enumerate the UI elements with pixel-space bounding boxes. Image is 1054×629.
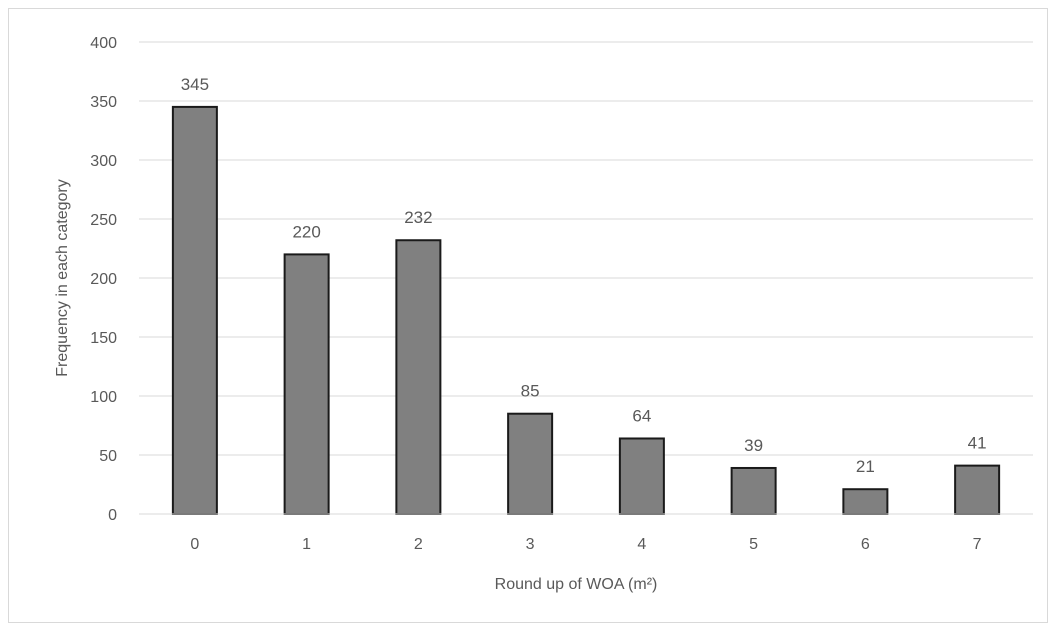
bars — [171, 105, 1001, 516]
x-tick-label: 1 — [302, 536, 311, 553]
bar-7 — [954, 464, 1001, 515]
data-labels: 345 220 232 85 64 39 21 41 — [181, 75, 987, 476]
data-label-5: 39 — [744, 436, 763, 455]
bar-1 — [283, 253, 330, 515]
y-tick-label: 250 — [90, 212, 117, 229]
bar-4 — [618, 437, 665, 516]
y-tick-label: 150 — [90, 330, 117, 347]
x-axis-title: Round up of WOA (m²) — [495, 576, 658, 593]
y-tick-label: 350 — [90, 94, 117, 111]
y-axis-ticks: 0 50 100 150 200 250 300 350 400 — [90, 35, 117, 524]
bar-0 — [171, 105, 218, 516]
y-tick-label: 50 — [99, 448, 117, 465]
bar-3 — [507, 412, 554, 516]
data-label-0: 345 — [181, 75, 209, 94]
y-tick-label: 400 — [90, 35, 117, 52]
data-label-2: 232 — [404, 208, 432, 227]
x-axis-ticks: 0 1 2 3 4 5 6 7 — [190, 536, 981, 553]
bar-5 — [730, 466, 777, 516]
y-tick-label: 0 — [108, 507, 117, 524]
x-tick-label: 2 — [414, 536, 423, 553]
x-tick-label: 0 — [190, 536, 199, 553]
y-tick-label: 200 — [90, 271, 117, 288]
data-label-7: 41 — [968, 434, 987, 453]
x-tick-label: 4 — [637, 536, 646, 553]
y-tick-label: 300 — [90, 153, 117, 170]
x-tick-label: 6 — [861, 536, 870, 553]
x-tick-label: 3 — [526, 536, 535, 553]
x-tick-label: 7 — [973, 536, 982, 553]
data-label-6: 21 — [856, 457, 875, 476]
chart-frame: 0 50 100 150 200 250 300 350 400 345 220 232 85 64 39… — [8, 8, 1048, 623]
x-tick-label: 5 — [749, 536, 758, 553]
y-tick-label: 100 — [90, 389, 117, 406]
data-label-1: 220 — [292, 222, 320, 241]
bar-6 — [842, 488, 889, 516]
data-label-4: 64 — [632, 406, 651, 425]
y-axis-title: Frequency in each category — [54, 179, 71, 376]
data-label-3: 85 — [521, 382, 540, 401]
gridlines — [139, 41, 1033, 456]
bar-2 — [395, 239, 442, 516]
